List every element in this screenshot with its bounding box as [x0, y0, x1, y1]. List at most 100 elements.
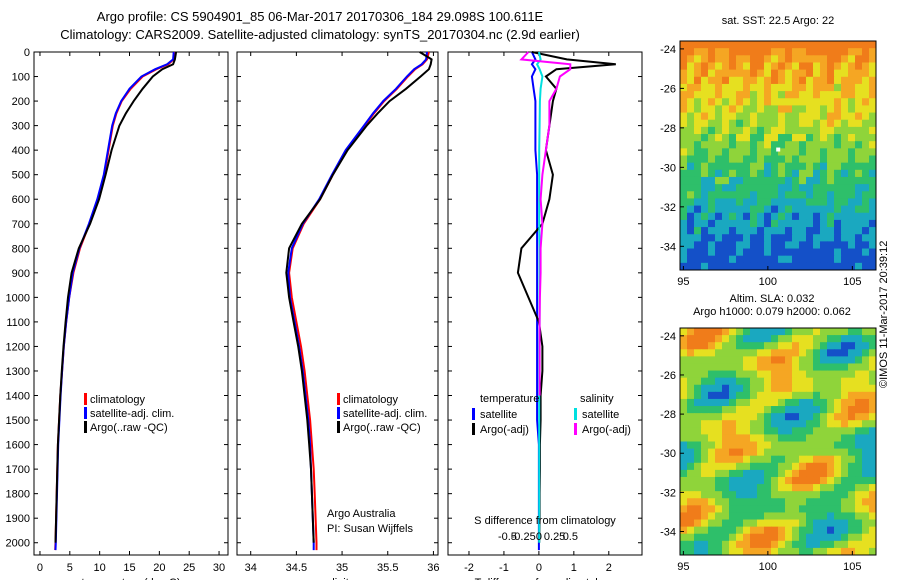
heatmap-cell: [708, 434, 716, 442]
heatmap-cell: [680, 328, 688, 336]
heatmap-cell: [736, 462, 744, 471]
heatmap-cell: [750, 262, 758, 271]
heatmap-cell: [862, 212, 870, 221]
heatmap-cell: [757, 448, 765, 457]
heatmap-cell: [687, 406, 695, 414]
heatmap-cell: [841, 533, 849, 542]
heatmap-cell: [834, 262, 842, 271]
heatmap-cell: [869, 126, 877, 135]
heatmap-cell: [785, 462, 793, 471]
heatmap-cell: [729, 169, 737, 178]
heatmap-cell: [715, 462, 723, 471]
heatmap-cell: [785, 406, 793, 414]
heatmap-cell: [694, 434, 702, 442]
heatmap-cell: [722, 356, 730, 364]
x-tick-label: 95: [677, 276, 689, 288]
heatmap-cell: [792, 148, 800, 156]
heatmap-cell: [862, 328, 870, 336]
heatmap-cell: [708, 148, 716, 156]
heatmap-cell: [855, 498, 863, 506]
heatmap-cell: [869, 335, 877, 343]
heatmap-cell: [736, 434, 744, 442]
legend-swatch: [472, 423, 475, 435]
heatmap-cell: [799, 105, 807, 114]
heatmap-cell: [785, 198, 793, 207]
legend-swatch: [337, 421, 340, 433]
heatmap-cell: [820, 476, 828, 485]
heatmap-cell: [722, 476, 730, 485]
heatmap-cell: [778, 476, 786, 485]
heatmap-cell: [750, 505, 758, 513]
map-title: Altim. SLA: 0.032: [730, 293, 815, 305]
heatmap-cell: [750, 377, 758, 386]
heatmap-cell: [708, 455, 716, 464]
heatmap-cell: [694, 141, 702, 149]
heatmap-cell: [743, 391, 751, 400]
heatmap-cell: [680, 234, 688, 242]
heatmap-cell: [834, 540, 842, 549]
heatmap-cell: [722, 198, 730, 207]
heatmap-cell: [715, 512, 723, 521]
heatmap-cell: [841, 547, 849, 556]
heatmap-cell: [736, 441, 744, 450]
x-tick-label: -1: [499, 562, 509, 574]
heatmap-cell: [813, 255, 821, 264]
heatmap-cell: [736, 169, 744, 178]
heatmap-cell: [806, 141, 814, 149]
heatmap-cell: [806, 191, 814, 199]
heatmap-cell: [806, 356, 814, 364]
heatmap-cell: [701, 255, 709, 264]
heatmap-cell: [778, 370, 786, 379]
heatmap-cell: [855, 227, 863, 235]
heatmap-cell: [820, 198, 828, 207]
heatmap-cell: [806, 519, 814, 528]
heatmap-cell: [799, 41, 807, 49]
heatmap-cell: [785, 126, 793, 135]
heatmap-cell: [848, 191, 856, 199]
heatmap-cell: [841, 540, 849, 549]
heatmap-cell: [687, 335, 695, 343]
heatmap-cell: [813, 91, 821, 99]
heatmap-cell: [869, 512, 877, 521]
heatmap-cell: [771, 69, 779, 78]
heatmap-cell: [848, 219, 856, 228]
heatmap-cell: [869, 391, 877, 400]
heatmap-cell: [806, 241, 814, 250]
heatmap-cell: [827, 155, 835, 164]
heatmap-cell: [848, 134, 856, 142]
heatmap-cell: [750, 349, 758, 357]
heatmap-cell: [792, 162, 800, 171]
heatmap-cell: [757, 384, 765, 393]
heatmap-cell: [855, 491, 863, 499]
heatmap-cell: [764, 184, 772, 192]
heatmap-cell: [680, 384, 688, 393]
heatmap-cell: [743, 484, 751, 492]
y-tick-label: 300: [12, 121, 30, 133]
heatmap-cell: [806, 176, 814, 185]
heatmap-cell: [708, 505, 716, 513]
heatmap-cell: [834, 420, 842, 428]
heatmap-cell: [785, 76, 793, 85]
heatmap-cell: [855, 212, 863, 221]
heatmap-cell: [750, 155, 758, 164]
heatmap-cell: [736, 469, 744, 478]
heatmap-cell: [736, 241, 744, 250]
heatmap-cell: [862, 349, 870, 357]
heatmap-cell: [792, 547, 800, 556]
heatmap-cell: [736, 356, 744, 364]
heatmap-cell: [771, 227, 779, 235]
heatmap-cell: [694, 227, 702, 235]
heatmap-cell: [771, 184, 779, 192]
heatmap-cell: [834, 234, 842, 242]
heatmap-cell: [694, 184, 702, 192]
heatmap-cell: [694, 76, 702, 85]
heatmap-cell: [694, 398, 702, 407]
heatmap-cell: [820, 427, 828, 435]
heatmap-cell: [694, 335, 702, 343]
heatmap-cell: [785, 384, 793, 393]
heatmap-cell: [736, 540, 744, 549]
heatmap-cell: [778, 462, 786, 471]
heatmap-cell: [757, 255, 765, 264]
heatmap-cell: [694, 406, 702, 414]
